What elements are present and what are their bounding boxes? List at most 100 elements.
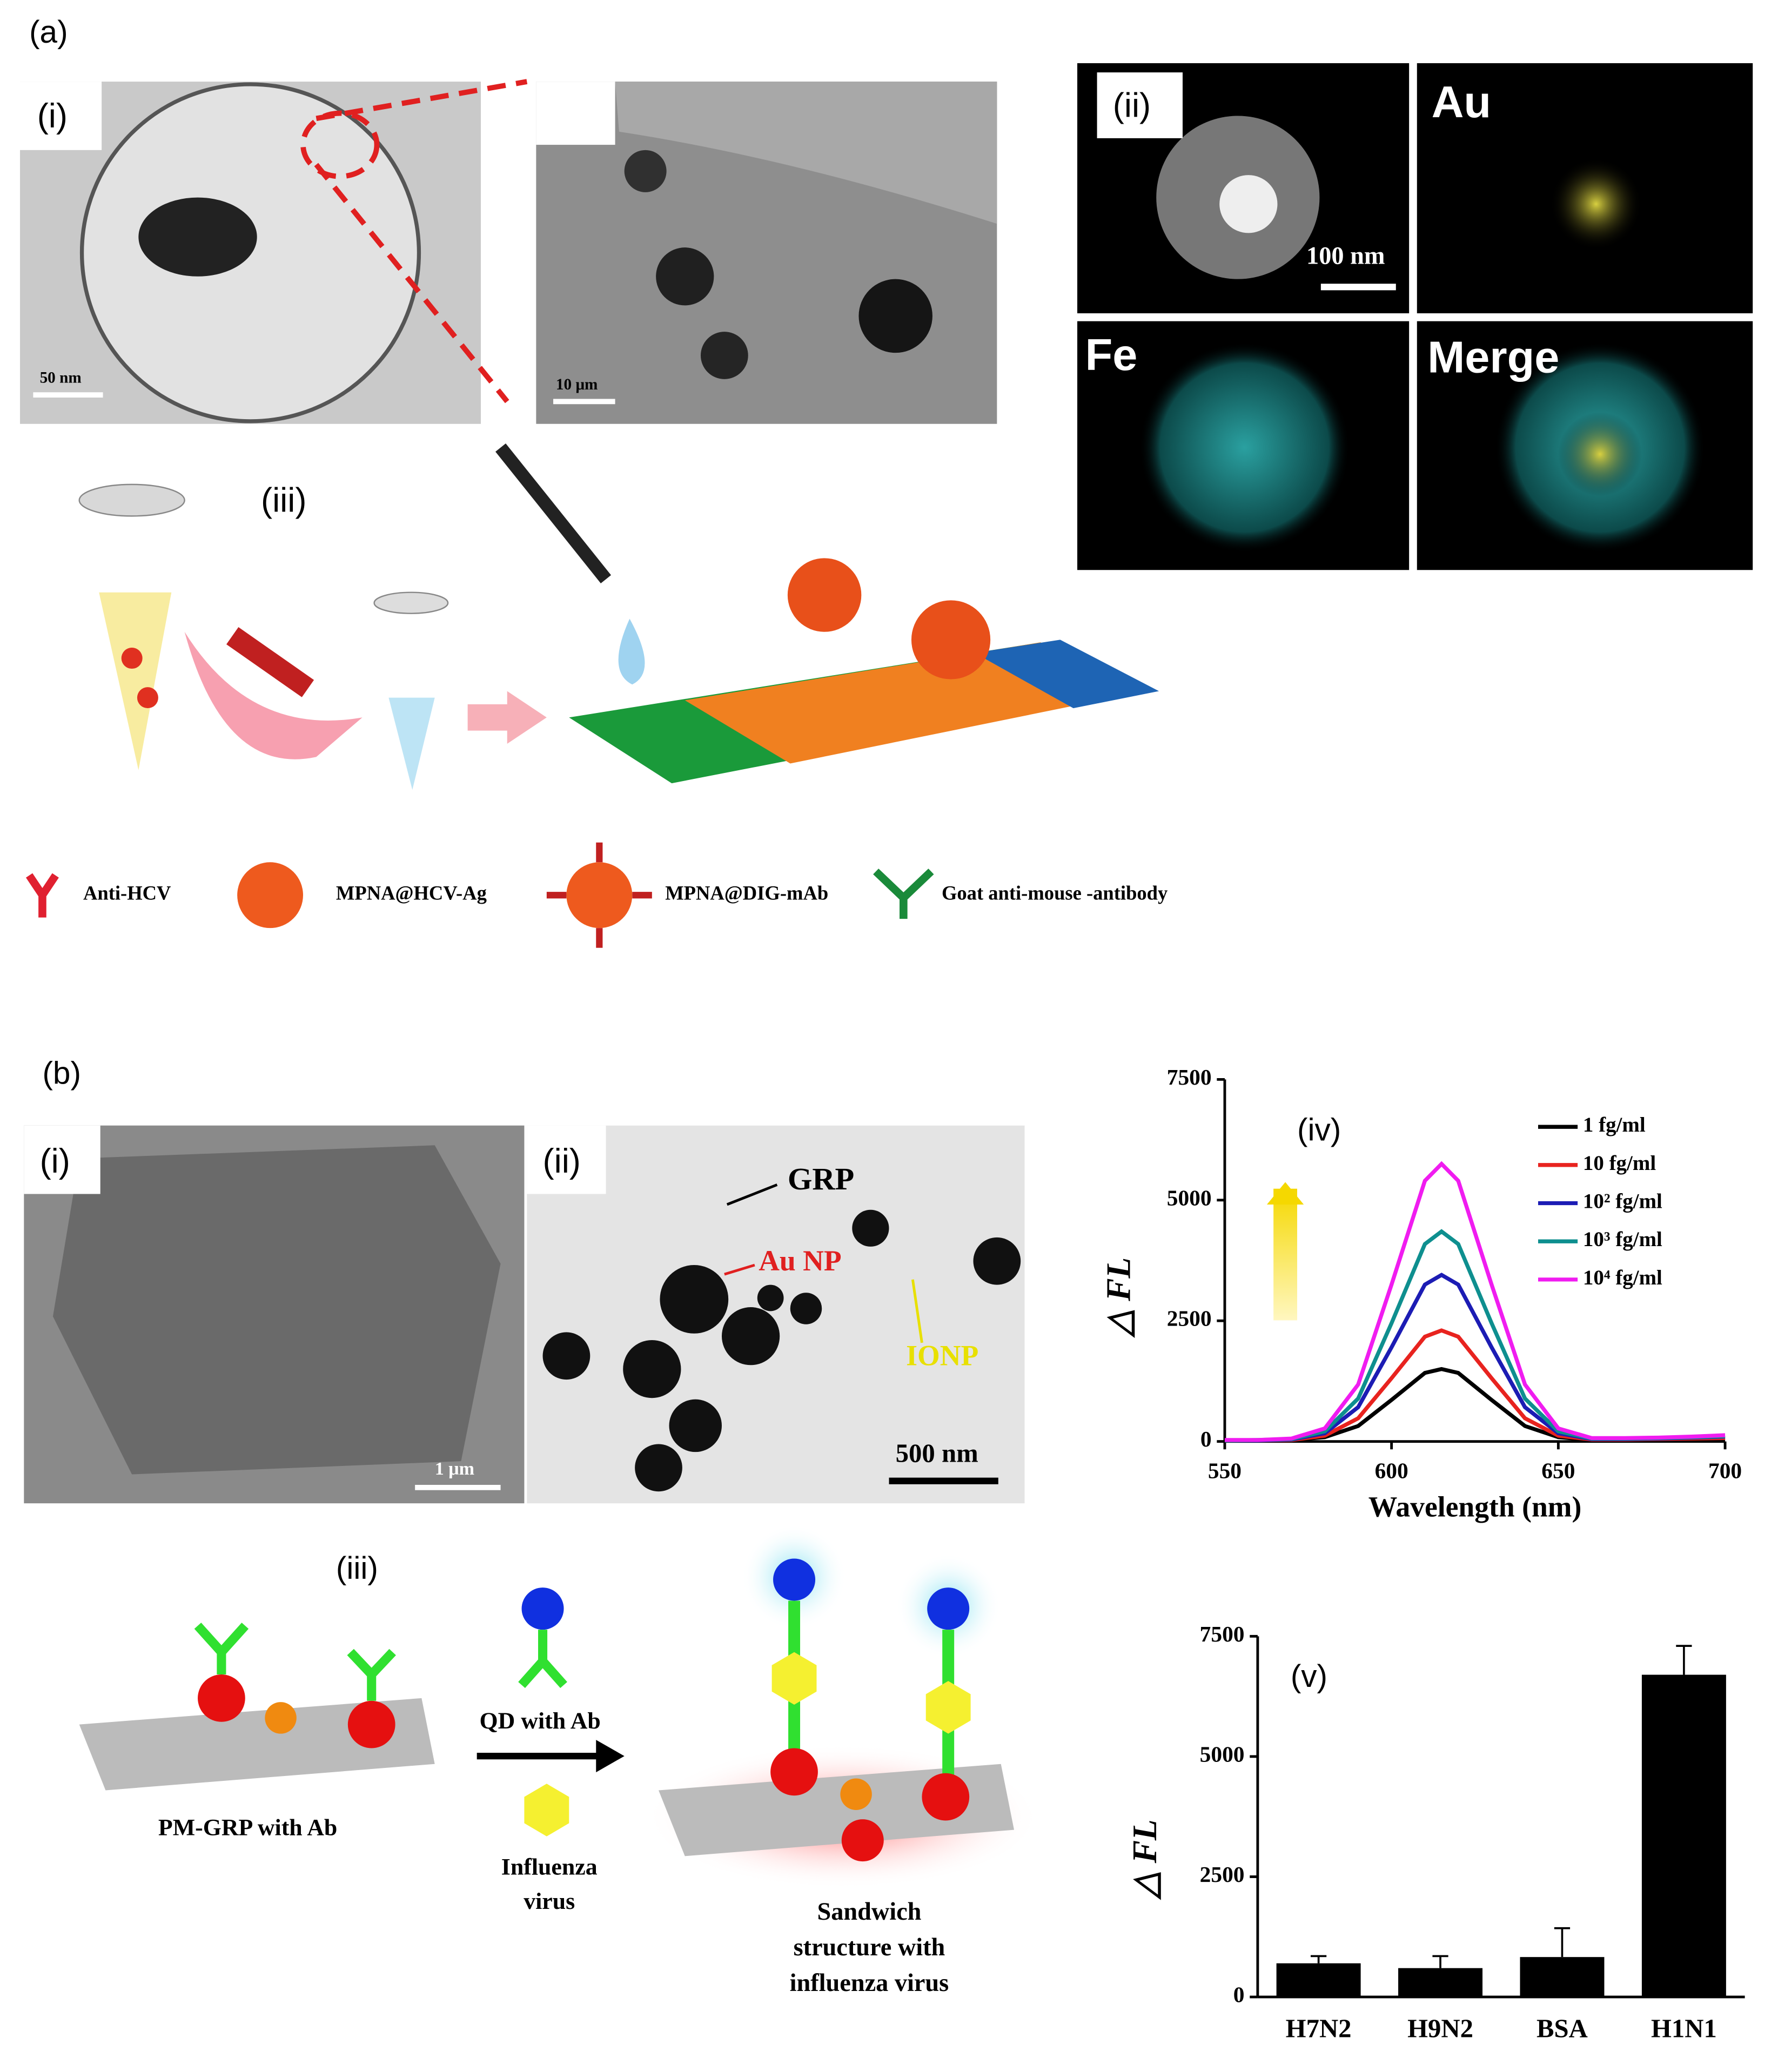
- legend-label: 10² fg/ml: [1583, 1189, 1662, 1213]
- y-tick-label: 0: [1200, 1427, 1212, 1451]
- nanoparticles: [542, 1209, 1021, 1492]
- au-ball: [347, 1700, 395, 1748]
- map-label: Merge: [1427, 332, 1559, 382]
- au-ball: [770, 1748, 818, 1796]
- legend-label: 10³ fg/ml: [1583, 1228, 1662, 1251]
- x-tick-label: BSA: [1537, 2014, 1588, 2043]
- error-bar: [1554, 1927, 1571, 1957]
- sub-label: (i): [37, 97, 68, 135]
- x-tick-label: 650: [1541, 1458, 1575, 1483]
- map-label: Au: [1432, 77, 1491, 127]
- label-box: [1097, 72, 1183, 138]
- scale-label: 100 nm: [1306, 242, 1385, 270]
- legend-label: 10 fg/ml: [1583, 1152, 1656, 1175]
- y-tick-label: 0: [1233, 1982, 1245, 2007]
- bar: [1276, 1963, 1361, 1997]
- y-axis-label: △ FL: [1126, 1819, 1164, 1900]
- scale-label: 500 nm: [896, 1439, 978, 1468]
- np: [700, 332, 748, 379]
- sub-label: (i): [40, 1142, 70, 1180]
- legend-label: 1 fg/ml: [1583, 1113, 1646, 1136]
- np: [656, 247, 714, 306]
- core: [1219, 175, 1278, 233]
- annotation: GRP: [788, 1161, 854, 1196]
- au-map: [1558, 412, 1642, 496]
- y-tick-label: 2500: [1200, 1862, 1245, 1887]
- magnet-dish: [373, 591, 449, 614]
- pointer: [911, 1279, 923, 1343]
- particle-icon: [566, 862, 633, 929]
- x-tick-label: H1N1: [1651, 2014, 1717, 2043]
- label-box: [20, 82, 102, 150]
- arrow: [477, 1740, 625, 1773]
- zoom-circle: [300, 110, 380, 179]
- fe-ball: [840, 1778, 872, 1811]
- antibody: [194, 1623, 396, 1701]
- panel-label: (a): [29, 15, 68, 50]
- map-label: Fe: [1085, 329, 1138, 380]
- drop: [618, 618, 645, 685]
- x-tick-label: 600: [1375, 1458, 1408, 1483]
- au-ball: [841, 1819, 884, 1862]
- pointer: [726, 1183, 778, 1206]
- virus: [925, 1681, 971, 1734]
- au-ball: [922, 1773, 970, 1821]
- legend-text: Goat anti-mouse -antibody: [942, 882, 1168, 904]
- core: [138, 197, 257, 277]
- qd: [773, 1558, 816, 1601]
- tem-image: [527, 1125, 1025, 1504]
- legend-a: Anti-HCV MPNA@HCV-Ag MPNA@DIG-mAb Goat a…: [25, 842, 1168, 948]
- sub-label: (iii): [336, 1551, 378, 1586]
- zoom-lines: [314, 79, 528, 403]
- bar: [1520, 1957, 1605, 1997]
- sandwich-schematic: (iii) PM-GRP with Ab QD with Ab Influenz…: [79, 1524, 1041, 1997]
- sub-label: (ii): [543, 1142, 581, 1180]
- magnet-dish: [78, 483, 185, 517]
- y-tick-label: 5000: [1200, 1741, 1245, 1766]
- particle: [911, 600, 991, 680]
- scale-label: 50 nm: [40, 369, 82, 387]
- particle: [137, 687, 158, 709]
- particle-icon: [237, 862, 303, 929]
- antibody-icon: [25, 873, 59, 918]
- scale-label: 1 μm: [435, 1459, 474, 1479]
- strip-pad: [974, 640, 1159, 709]
- virus: [771, 1652, 817, 1705]
- caption: virus: [524, 1888, 575, 1914]
- graphene: [79, 1698, 435, 1791]
- np: [624, 150, 667, 192]
- element-maps: (ii) 100 nm Au Fe Merge: [1076, 62, 1753, 570]
- label-box: [24, 1125, 100, 1194]
- error-bar: [1310, 1955, 1327, 1963]
- series-line: [1224, 1161, 1726, 1442]
- virus: [524, 1784, 569, 1836]
- tube: [388, 697, 435, 790]
- x-tick-label: 700: [1708, 1458, 1742, 1483]
- antibody: [518, 1630, 567, 1688]
- caption: PM-GRP with Ab: [158, 1815, 337, 1841]
- particle: [787, 558, 862, 632]
- caption: influenza virus: [790, 1969, 949, 1997]
- series-line: [1224, 1367, 1726, 1443]
- graphene: [52, 1145, 501, 1475]
- legend-text: Anti-HCV: [83, 882, 171, 904]
- pipette: [495, 443, 612, 583]
- annotation: (iv): [1297, 1112, 1341, 1147]
- legend-label: 10⁴ fg/ml: [1583, 1266, 1662, 1289]
- trend-arrow: [1273, 1188, 1298, 1321]
- strip-schematic: (iii): [78, 443, 1159, 790]
- scale-label: 10 μm: [556, 376, 598, 393]
- np: [858, 279, 932, 353]
- particle-arms: [546, 842, 652, 948]
- bar: [1398, 1968, 1483, 1997]
- y-tick-label: 2500: [1167, 1306, 1212, 1331]
- fe-map: [1139, 342, 1350, 553]
- qd: [521, 1587, 564, 1630]
- error-bar: [1432, 1955, 1448, 1968]
- antibody-icon: [873, 869, 934, 919]
- y-tick-label: 7500: [1167, 1065, 1212, 1089]
- caption: Sandwich: [817, 1898, 921, 1926]
- caption: QD with Ab: [480, 1708, 601, 1734]
- caption: Influenza: [501, 1854, 598, 1880]
- sub-label: (iii): [261, 482, 306, 520]
